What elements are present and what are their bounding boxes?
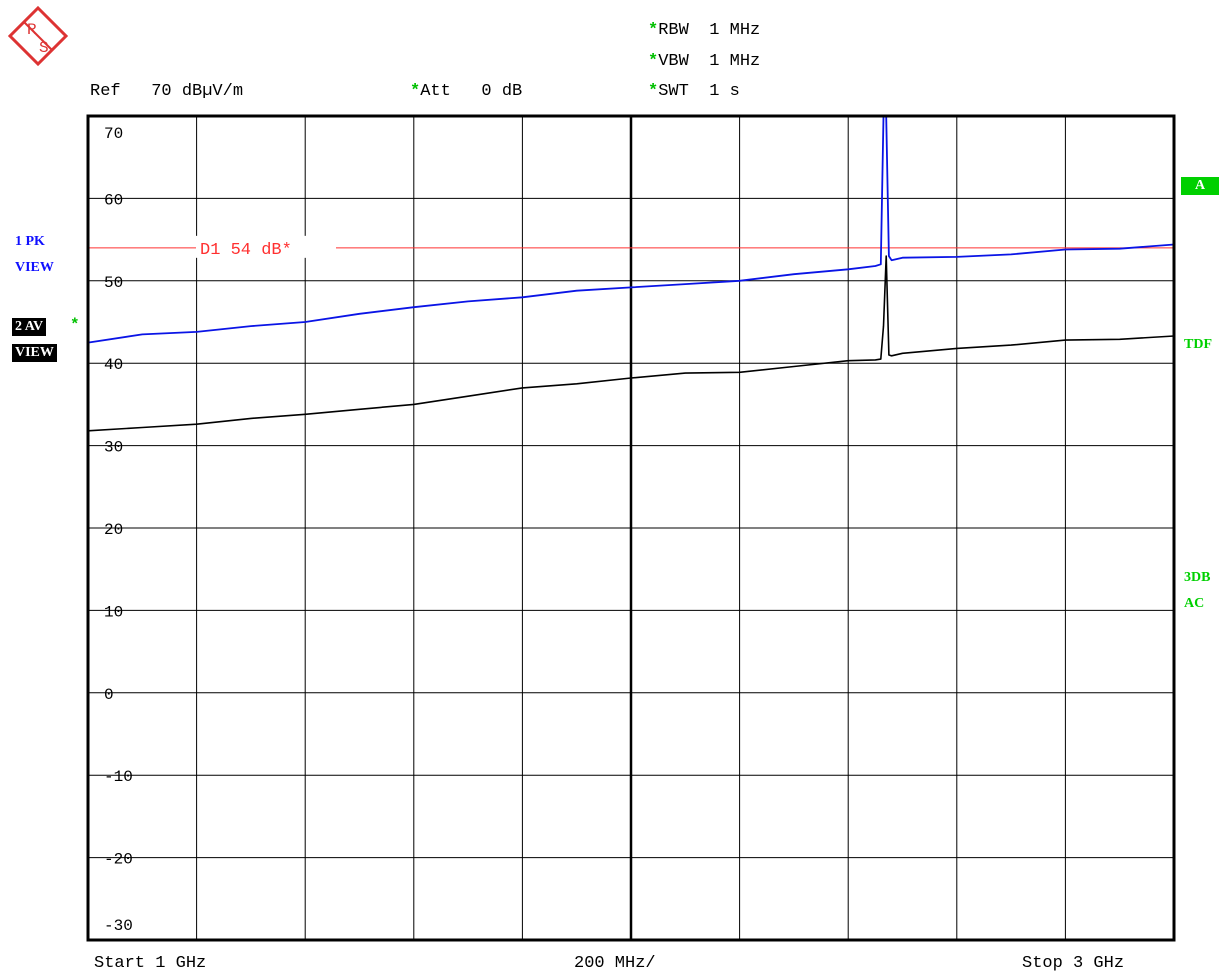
y-tick-label: -10 xyxy=(104,768,133,786)
y-tick-label: -30 xyxy=(104,917,133,935)
ref-label: Ref xyxy=(90,82,121,101)
svg-text:R: R xyxy=(27,21,37,39)
ref-value: 70 dBµV/m xyxy=(151,82,244,101)
attenuation: *Att 0 dB xyxy=(410,82,522,101)
y-tick-label: 60 xyxy=(104,191,123,209)
vbw-label: VBW xyxy=(658,52,689,71)
tdf-indicator: TDF xyxy=(1184,337,1212,352)
vbw-value: 1 MHz xyxy=(709,52,761,71)
trace-1-line xyxy=(87,115,1175,344)
trace1-view: VIEW xyxy=(15,260,54,275)
y-tick-label: -20 xyxy=(104,851,133,869)
swt-value: 1 s xyxy=(709,82,740,101)
traces xyxy=(87,115,1175,432)
trace2-view: VIEW xyxy=(12,344,57,362)
trace2-mode: 2 AV xyxy=(12,318,47,336)
vbw-star: * xyxy=(648,52,659,71)
swt-setting: *SWT 1 s xyxy=(648,82,740,101)
y-tick-labels: 70 60 50 40 30 20 10 0 -10 -20 -30 xyxy=(104,125,133,935)
y-tick-label: 30 xyxy=(104,439,123,457)
rbw-setting: *RBW 1 MHz xyxy=(648,21,760,40)
3db-indicator: 3DB xyxy=(1184,570,1211,585)
rbw-label: RBW xyxy=(658,21,689,40)
display-line-label: D1 54 dB* xyxy=(200,241,292,260)
y-tick-label: 20 xyxy=(104,521,123,539)
swt-star: * xyxy=(648,82,659,101)
stop-frequency: Stop 3 GHz xyxy=(1022,954,1125,973)
trace1-mode: 1 PK xyxy=(15,234,45,249)
trace-a-box: A xyxy=(1181,177,1219,195)
att-star: * xyxy=(410,82,421,101)
ref-level: Ref 70 dBµV/m xyxy=(90,82,243,101)
y-tick-label: 10 xyxy=(104,603,123,621)
y-tick-label: 40 xyxy=(104,356,123,374)
ac-indicator: AC xyxy=(1184,596,1205,611)
span-per-division: 200 MHz/ xyxy=(574,954,656,973)
swt-label: SWT xyxy=(658,82,689,101)
rohde-schwarz-logo: R S xyxy=(8,6,68,66)
rbw-value: 1 MHz xyxy=(709,21,761,40)
y-tick-label: 70 xyxy=(104,125,123,143)
display-line: D1 54 dB* xyxy=(88,235,1174,260)
rbw-star: * xyxy=(648,21,659,40)
vbw-setting: *VBW 1 MHz xyxy=(648,52,760,71)
trace-2-line xyxy=(87,255,1175,432)
trace2-star: * xyxy=(70,316,80,334)
display-line-label-bg xyxy=(196,235,336,258)
att-value: 0 dB xyxy=(481,82,523,101)
start-frequency: Start 1 GHz xyxy=(94,954,207,973)
svg-text:S: S xyxy=(39,39,49,57)
y-tick-label: 0 xyxy=(104,686,114,704)
att-label: Att xyxy=(420,82,451,101)
plot-frame xyxy=(86,114,1176,942)
y-tick-label: 50 xyxy=(104,274,123,292)
